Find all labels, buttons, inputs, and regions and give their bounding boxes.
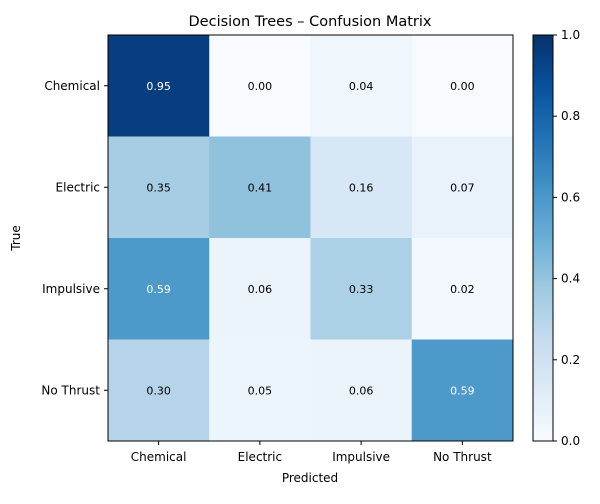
- heatmap-cell: [310, 136, 413, 239]
- heatmap-cell: [209, 339, 311, 442]
- colorbar-tick-label: 0.4: [561, 272, 580, 286]
- cell-value-label: 0.16: [349, 181, 374, 194]
- heatmap-cell: [209, 136, 311, 239]
- y-axis-label: True: [9, 225, 23, 252]
- cell-value-label: 0.00: [450, 80, 475, 93]
- x-tick-label: Chemical: [131, 450, 187, 464]
- cell-value-label: 0.59: [146, 283, 171, 296]
- x-axis-label: Predicted: [282, 471, 338, 485]
- heatmap-cell: [209, 238, 311, 340]
- x-tick-label: No Thrust: [433, 450, 492, 464]
- chart-title: Decision Trees – Confusion Matrix: [189, 14, 432, 30]
- cell-value-label: 0.35: [146, 181, 171, 194]
- y-tick-label: Chemical: [44, 79, 100, 93]
- colorbar-tick-label: 1.0: [561, 28, 580, 42]
- heatmap-cell: [411, 339, 514, 442]
- heatmap-cell: [310, 35, 413, 137]
- cell-value-label: 0.41: [248, 181, 273, 194]
- x-axis-ticks: Chemical Electric Impulsive No Thrust: [131, 441, 492, 464]
- x-tick-label: Impulsive: [332, 450, 390, 464]
- heatmap-cell: [108, 35, 210, 137]
- heatmap-cell: [108, 136, 210, 239]
- cell-value-label: 0.59: [450, 384, 475, 397]
- heatmap-cell: [108, 339, 210, 442]
- heatmap-cell: [411, 35, 514, 137]
- colorbar-ticks: 0.0 0.2 0.4 0.6 0.8 1.0: [553, 28, 580, 448]
- heatmap-cell: [209, 35, 311, 137]
- y-tick-label: No Thrust: [41, 383, 100, 397]
- cell-value-label: 0.04: [349, 80, 374, 93]
- colorbar: [532, 34, 554, 442]
- cell-value-label: 0.00: [248, 80, 273, 93]
- cell-value-label: 0.05: [248, 384, 273, 397]
- heatmap-cell: [411, 136, 514, 239]
- cell-value-label: 0.06: [349, 384, 374, 397]
- heatmap-cell: [411, 238, 514, 340]
- cell-value-label: 0.33: [349, 283, 374, 296]
- cell-value-label: 0.02: [450, 283, 475, 296]
- heatmap-cells: [108, 35, 514, 442]
- y-tick-label: Electric: [56, 180, 100, 194]
- colorbar-tick-label: 0.0: [561, 434, 580, 448]
- y-tick-label: Impulsive: [42, 282, 100, 296]
- colorbar-tick-label: 0.6: [561, 190, 580, 204]
- y-axis-ticks: Chemical Electric Impulsive No Thrust: [41, 79, 108, 397]
- heatmap-cell: [310, 238, 413, 340]
- cell-value-label: 0.06: [248, 283, 273, 296]
- colorbar-tick-label: 0.2: [561, 353, 580, 367]
- colorbar-tick-label: 0.8: [561, 109, 580, 123]
- cell-value-label: 0.07: [450, 181, 475, 194]
- plot-frame: [107, 34, 514, 442]
- x-tick-label: Electric: [238, 450, 282, 464]
- cell-value-label: 0.30: [146, 384, 171, 397]
- cell-value-label: 0.95: [146, 80, 171, 93]
- heatmap-cell: [108, 238, 210, 340]
- heatmap-cell-labels: 0.95 0.00 0.04 0.00 0.35 0.41 0.16 0.07 0.59 0.06…: [146, 80, 474, 398]
- heatmap-cell: [310, 339, 413, 442]
